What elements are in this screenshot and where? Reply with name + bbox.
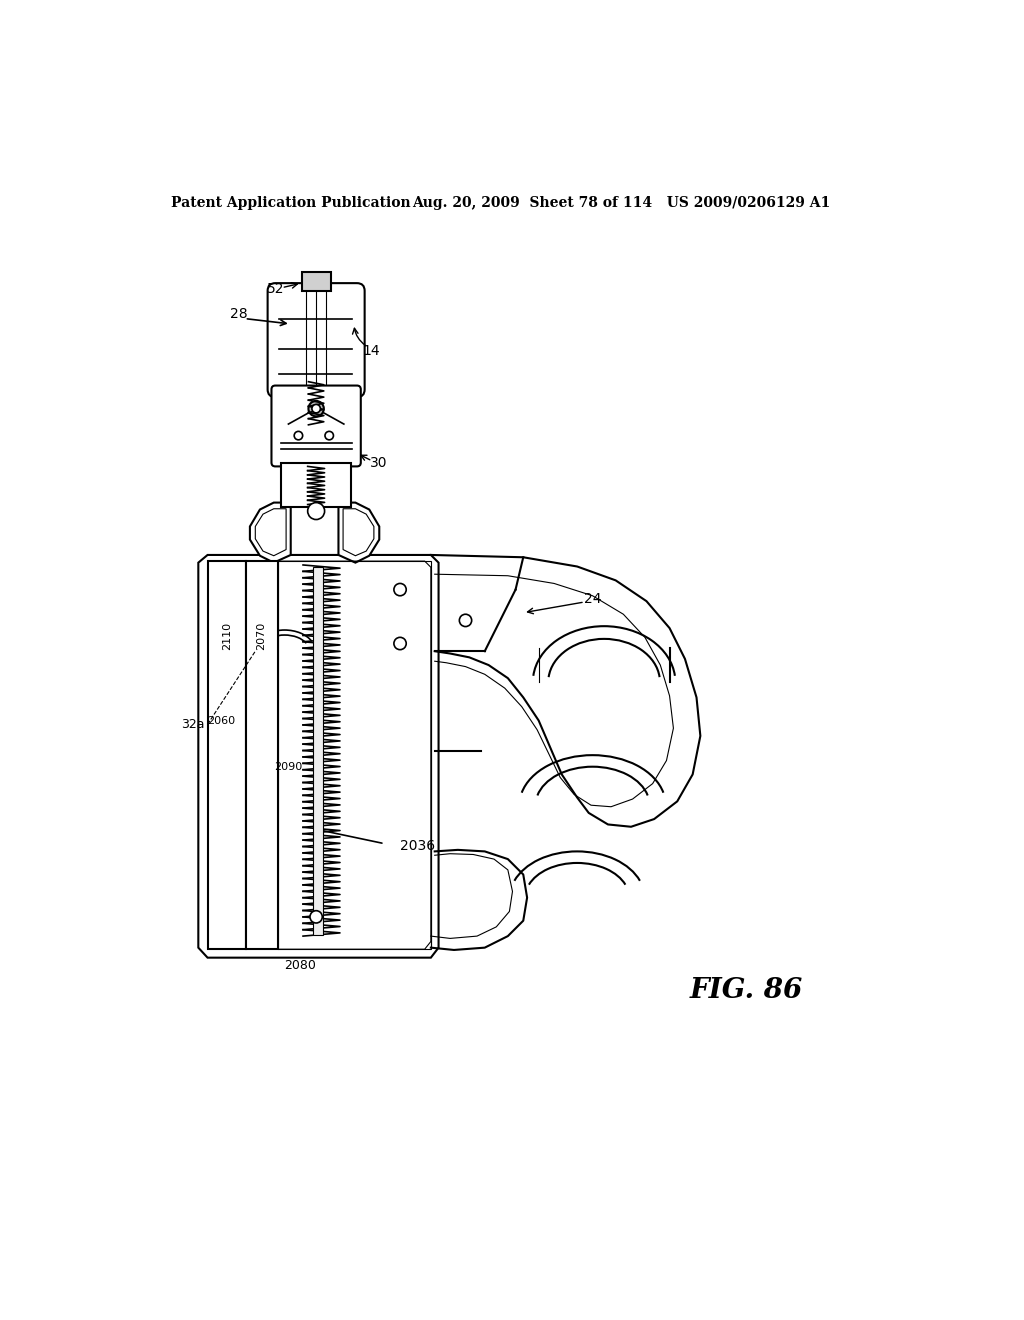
Text: 14: 14 <box>362 345 380 358</box>
Text: 28: 28 <box>229 308 247 321</box>
Text: 2060: 2060 <box>207 715 236 726</box>
Bar <box>279 561 431 949</box>
Ellipse shape <box>325 432 334 440</box>
Bar <box>313 566 323 935</box>
Text: 2070: 2070 <box>256 622 266 649</box>
Text: 2036: 2036 <box>400 840 435 853</box>
Ellipse shape <box>394 583 407 595</box>
Text: 30: 30 <box>370 455 387 470</box>
Text: Patent Application Publication: Patent Application Publication <box>171 197 411 210</box>
Ellipse shape <box>294 432 303 440</box>
Bar <box>208 561 246 949</box>
Text: Aug. 20, 2009  Sheet 78 of 114   US 2009/0206129 A1: Aug. 20, 2009 Sheet 78 of 114 US 2009/02… <box>412 197 829 210</box>
Text: 2110: 2110 <box>222 622 231 649</box>
Bar <box>282 462 351 507</box>
Text: 52: 52 <box>266 282 284 296</box>
Text: 2080: 2080 <box>284 958 315 972</box>
Ellipse shape <box>310 911 323 923</box>
Bar <box>301 272 331 290</box>
Ellipse shape <box>308 401 324 416</box>
Text: 32a: 32a <box>181 718 205 731</box>
FancyBboxPatch shape <box>271 385 360 466</box>
Text: FIG. 86: FIG. 86 <box>690 977 803 1003</box>
Ellipse shape <box>312 404 321 413</box>
Ellipse shape <box>394 638 407 649</box>
FancyBboxPatch shape <box>267 284 365 397</box>
Ellipse shape <box>460 614 472 627</box>
Polygon shape <box>199 554 438 958</box>
Text: 24: 24 <box>584 591 601 606</box>
Ellipse shape <box>307 503 325 520</box>
Polygon shape <box>339 503 379 562</box>
Polygon shape <box>250 503 291 562</box>
Bar <box>246 561 279 949</box>
Text: 2090: 2090 <box>274 762 302 772</box>
